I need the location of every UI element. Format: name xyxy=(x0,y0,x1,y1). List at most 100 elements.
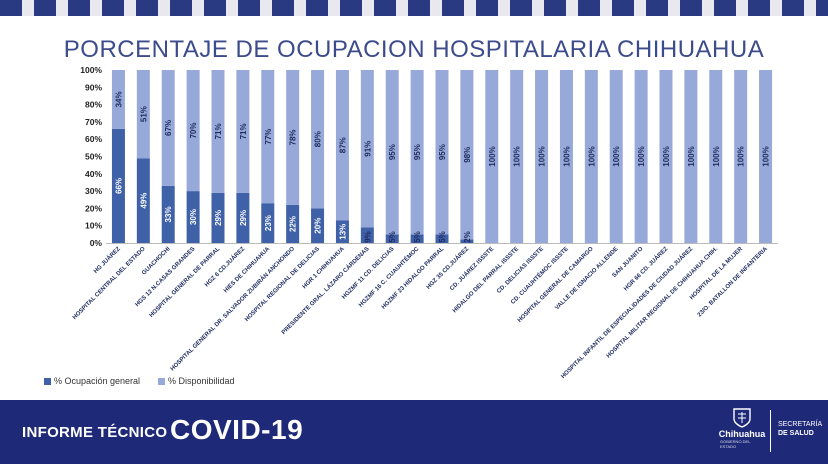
bar-availability xyxy=(335,70,349,221)
y-tick-label: 90% xyxy=(85,82,102,92)
bar-occupancy xyxy=(161,185,175,243)
x-tick-label: HIES DE CHIHUAHUA xyxy=(223,246,272,295)
data-label-occupancy: 2% xyxy=(463,231,472,243)
bar-occupancy xyxy=(410,234,424,243)
data-label-availability: 95% xyxy=(438,144,447,160)
bar-occupancy xyxy=(236,192,250,243)
x-tick-label: HGR 66 CD. JUÁREZ xyxy=(623,245,670,292)
department-name: SECRETARÍA DE SALUD xyxy=(778,420,822,438)
data-label-occupancy: 5% xyxy=(413,231,422,243)
data-label-availability: 67% xyxy=(164,120,173,136)
data-label-availability: 70% xyxy=(189,123,198,139)
y-tick-label: 80% xyxy=(85,100,102,110)
bar-occupancy xyxy=(460,239,474,243)
y-tick-label: 100% xyxy=(80,65,102,75)
y-tick-label: 20% xyxy=(85,203,102,213)
data-label-availability: 98% xyxy=(463,147,472,163)
x-tick-label: HOSPITAL GENERAL DR. SALVADOR ZUBIRÁN AN… xyxy=(169,245,296,372)
legend-availability-swatch xyxy=(158,377,165,385)
data-label-availability: 51% xyxy=(139,106,148,122)
data-label-availability: 100% xyxy=(513,146,522,166)
department-line1: SECRETARÍA xyxy=(778,421,823,428)
data-label-availability: 100% xyxy=(587,146,596,166)
bar-availability xyxy=(236,70,250,193)
data-label-occupancy: 30% xyxy=(189,209,198,225)
bar-availability xyxy=(709,70,723,243)
report-label: INFORME TÉCNICO xyxy=(22,424,168,441)
legend-availability-label: % Disponibilidad xyxy=(168,376,235,386)
bar-occupancy xyxy=(435,234,449,243)
data-label-availability: 71% xyxy=(239,123,248,139)
data-label-occupancy: 13% xyxy=(338,224,347,240)
bar-availability xyxy=(286,70,300,205)
report-headline: COVID-19 xyxy=(170,414,304,445)
logo-brand-text: Chihuahua xyxy=(718,429,766,439)
bar-availability xyxy=(734,70,748,243)
bar-availability xyxy=(510,70,524,243)
data-label-availability: 77% xyxy=(264,129,273,145)
data-label-occupancy: 23% xyxy=(264,215,273,231)
bar-availability xyxy=(609,70,623,243)
legend-occupancy: % Ocupación general xyxy=(44,376,140,386)
data-label-availability: 34% xyxy=(114,91,123,107)
bar-availability xyxy=(360,70,374,228)
bar-availability xyxy=(460,70,474,240)
x-tick-label: HGZ 6 CD.JUÁREZ xyxy=(203,245,246,288)
bar-availability xyxy=(485,70,499,243)
data-label-occupancy: 29% xyxy=(239,210,248,226)
bar-availability xyxy=(559,70,573,243)
data-label-availability: 100% xyxy=(712,146,721,166)
data-label-availability: 100% xyxy=(562,146,571,166)
bar-occupancy xyxy=(111,128,125,243)
data-label-occupancy: 20% xyxy=(314,218,323,234)
bar-occupancy xyxy=(136,158,150,243)
bar-availability xyxy=(211,70,225,193)
bar-availability xyxy=(435,70,449,235)
bar-availability xyxy=(684,70,698,243)
occupancy-chart: 0% 10% 20% 30% 40% 50% 60% 70% 80% 90% 100% 34% 66% H… xyxy=(72,65,778,380)
data-label-availability: 87% xyxy=(338,137,347,153)
data-label-availability: 100% xyxy=(662,146,671,166)
data-label-availability: 78% xyxy=(289,129,298,145)
bar-availability xyxy=(759,70,773,243)
legend-availability: % Disponibilidad xyxy=(158,376,235,386)
data-label-availability: 100% xyxy=(737,146,746,166)
shield-icon xyxy=(733,408,751,428)
bar-availability xyxy=(584,70,598,243)
y-tick-label: 40% xyxy=(85,169,102,179)
chart-title: PORCENTAJE DE OCUPACION HOSPITALARIA CHI… xyxy=(63,36,765,63)
data-label-availability: 95% xyxy=(388,144,397,160)
bar-availability xyxy=(161,70,175,186)
data-label-availability: 91% xyxy=(363,141,372,157)
y-tick-label: 30% xyxy=(85,186,102,196)
y-tick-label: 60% xyxy=(85,134,102,144)
logo-sub-text: GOBIERNO DEL ESTADO xyxy=(720,439,751,449)
footer-divider xyxy=(770,410,771,452)
data-label-occupancy: 9% xyxy=(363,231,372,243)
bar-availability xyxy=(410,70,424,235)
bar-occupancy xyxy=(211,192,225,243)
y-tick-label: 70% xyxy=(85,117,102,127)
data-label-occupancy: 5% xyxy=(438,231,447,243)
bar-availability xyxy=(136,70,150,159)
data-label-occupancy: 5% xyxy=(388,231,397,243)
bar-availability xyxy=(186,70,200,192)
data-label-occupancy: 49% xyxy=(139,193,148,209)
bar-availability xyxy=(311,70,325,209)
bar-occupancy xyxy=(261,203,275,243)
top-stripe xyxy=(0,0,828,16)
bar-availability xyxy=(261,70,275,204)
x-tick-label: HGR 1 CHIHUAHUA xyxy=(302,246,347,291)
legend-occupancy-swatch xyxy=(44,377,51,385)
x-tick-label: PRESIDENTE GRAL. LÁZARO CÁRDENAS xyxy=(280,245,371,336)
legend-occupancy-label: % Ocupación general xyxy=(54,376,141,386)
bar-occupancy xyxy=(385,234,399,243)
data-label-availability: 100% xyxy=(612,146,621,166)
data-label-occupancy: 66% xyxy=(114,178,123,194)
data-label-occupancy: 22% xyxy=(289,216,298,232)
bar-availability xyxy=(535,70,549,243)
data-label-occupancy: 29% xyxy=(214,210,223,226)
y-tick-label: 0% xyxy=(90,238,103,248)
data-label-availability: 95% xyxy=(413,144,422,160)
x-tick-label: HGZMF 11 CD. DELICIAS xyxy=(341,246,395,300)
